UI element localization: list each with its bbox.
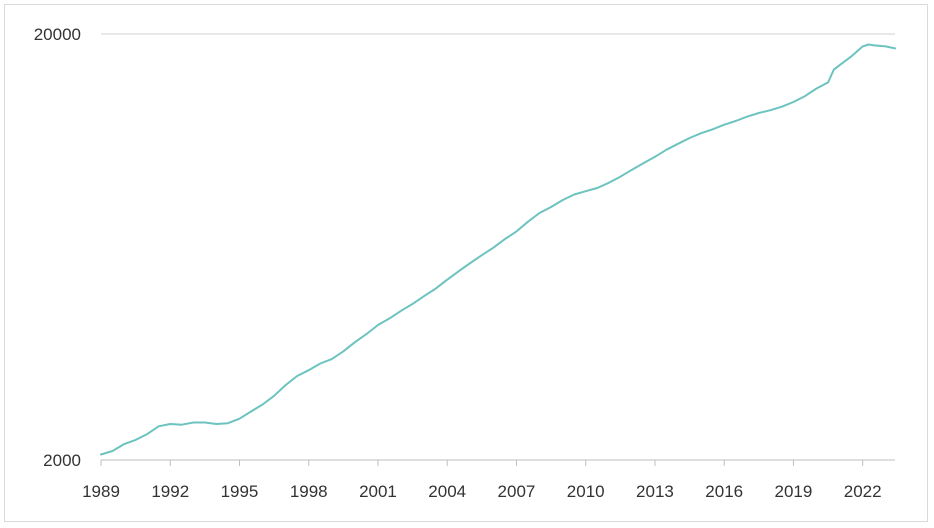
data-point — [867, 43, 869, 45]
data-point — [562, 199, 564, 201]
data-point — [781, 106, 783, 108]
x-tick-label: 1989 — [82, 482, 120, 501]
x-tick-label: 2022 — [844, 482, 882, 501]
data-point — [273, 395, 275, 397]
data-point — [215, 423, 217, 425]
x-tick-label: 1995 — [221, 482, 259, 501]
data-point — [435, 288, 437, 290]
data-point — [585, 190, 587, 192]
data-point — [515, 230, 517, 232]
data-point — [700, 132, 702, 134]
data-point — [112, 450, 114, 452]
data-point — [689, 137, 691, 139]
data-point — [504, 238, 506, 240]
series-line-0 — [100, 43, 896, 456]
data-point — [550, 206, 552, 208]
data-point — [389, 317, 391, 319]
data-point — [169, 423, 171, 425]
x-tick-label: 2001 — [359, 482, 397, 501]
chart-frame — [4, 4, 928, 522]
data-point — [238, 418, 240, 420]
x-tick-label: 2007 — [498, 482, 536, 501]
data-point — [665, 149, 667, 151]
data-point — [227, 422, 229, 424]
data-point — [712, 128, 714, 130]
data-point — [573, 193, 575, 195]
data-point — [642, 162, 644, 164]
data-point — [833, 69, 835, 71]
data-point — [296, 375, 298, 377]
data-point — [123, 443, 125, 445]
data-point — [816, 87, 818, 89]
data-point — [100, 454, 102, 456]
data-point — [181, 424, 183, 426]
data-point — [192, 421, 194, 423]
data-point — [894, 47, 896, 49]
data-point — [596, 187, 598, 189]
y-tick-label: 2000 — [43, 451, 81, 470]
x-tick-label: 1992 — [151, 482, 189, 501]
data-point — [862, 45, 864, 47]
data-point — [792, 101, 794, 103]
label-layer: 2000 20000 1989 1992 1995 1998 2001 2004 2007 201… — [34, 25, 882, 501]
data-point — [850, 56, 852, 58]
data-point — [319, 362, 321, 364]
data-point — [146, 433, 148, 435]
data-point — [342, 350, 344, 352]
data-point — [158, 425, 160, 427]
data-point — [885, 45, 887, 47]
data-point — [469, 262, 471, 264]
series-layer — [100, 43, 896, 456]
data-point — [458, 270, 460, 272]
data-point — [539, 212, 541, 214]
data-point — [492, 247, 494, 249]
x-tick-label: 2004 — [428, 482, 466, 501]
data-point — [423, 295, 425, 297]
data-point — [804, 95, 806, 97]
data-point — [527, 221, 529, 223]
data-point — [723, 124, 725, 126]
data-point — [377, 324, 379, 326]
data-point — [354, 341, 356, 343]
x-tick-label: 2013 — [636, 482, 674, 501]
data-point — [135, 439, 137, 441]
data-point — [654, 156, 656, 158]
data-point — [308, 369, 310, 371]
data-point — [331, 358, 333, 360]
x-tick-label: 2016 — [705, 482, 743, 501]
data-point — [677, 143, 679, 145]
data-point — [839, 64, 841, 66]
data-point — [412, 303, 414, 305]
data-point — [608, 182, 610, 184]
data-point — [769, 109, 771, 111]
data-point — [400, 310, 402, 312]
data-point — [285, 384, 287, 386]
data-point — [827, 81, 829, 83]
data-point — [619, 176, 621, 178]
x-tick-label: 2010 — [567, 482, 605, 501]
data-point — [873, 44, 875, 46]
data-point — [204, 421, 206, 423]
x-tick-label: 2019 — [775, 482, 813, 501]
y-tick-label: 20000 — [34, 25, 81, 44]
data-point — [631, 169, 633, 171]
data-point — [746, 116, 748, 118]
data-point — [735, 120, 737, 122]
data-point — [262, 403, 264, 405]
data-point — [481, 254, 483, 256]
data-point — [365, 333, 367, 335]
data-point — [758, 112, 760, 114]
x-tick-label: 1998 — [290, 482, 328, 501]
data-point — [250, 410, 252, 412]
data-point — [446, 279, 448, 281]
axis-layer — [100, 459, 895, 466]
